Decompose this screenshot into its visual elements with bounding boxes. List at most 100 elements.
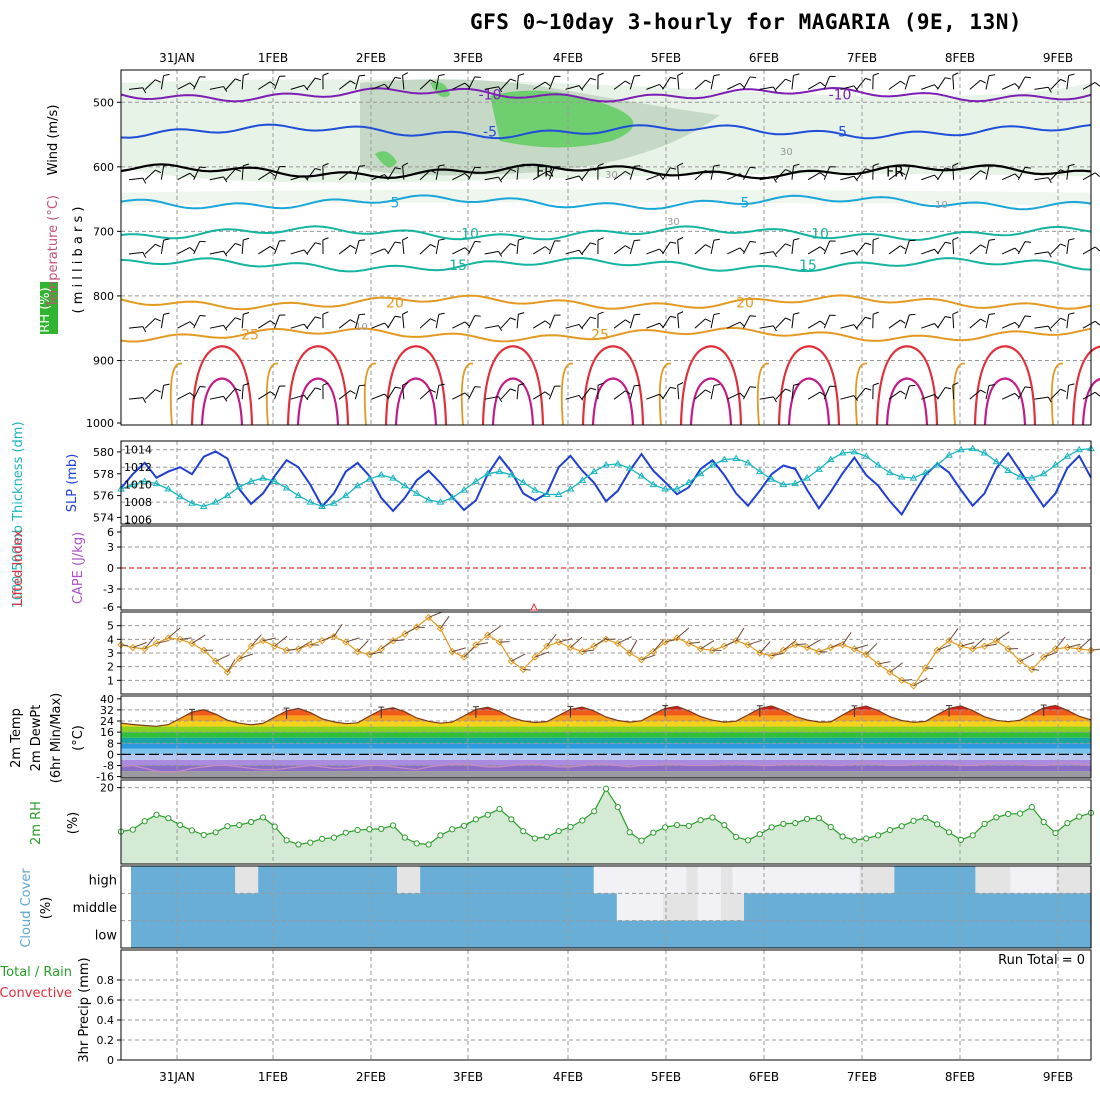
thickness-point [815,465,823,472]
precip-total-label: Total / Rain [0,965,72,980]
wind-speed-point [625,649,634,657]
wind-barb [759,251,774,255]
wind-barb-flag [142,252,147,258]
thickness-line [120,447,1092,508]
wind-barb [160,385,165,400]
cloud-cell [1033,920,1046,949]
cloud-cell [454,866,468,894]
thickness-point [1051,461,1060,468]
wind-barb [613,80,626,90]
isotherm-label: 15 [449,258,467,274]
cloud-cell [986,893,1000,922]
wind-barb [888,80,901,90]
wind-barb [854,644,869,650]
upper-wind-label: Wind (m/s) [46,105,61,176]
wind-barb [629,314,635,329]
thickness-point [755,467,764,475]
temp-contour-35 [296,377,340,426]
wind-barb-flag [189,247,195,252]
cloud-cell [478,920,491,949]
date-label-bottom: 4FEB [553,1070,583,1084]
cloud-cell [755,920,768,949]
wind-speed-point [306,641,314,649]
wind-barb [840,85,855,90]
wind-barb-flag [988,74,996,77]
thickness-point [318,502,326,510]
wind-barb-flag [1024,315,1032,318]
wind-barb [727,321,741,329]
wind-barb [969,244,981,255]
thickness-point [897,473,906,480]
cloud-cell [686,920,699,949]
wind-barb [972,637,985,650]
precip-panel: 0 0.2 0.4 0.6 0.8 [97,949,1092,1067]
wind-barb [290,249,305,255]
rh-point [307,839,314,846]
cloud-cell [836,866,849,894]
cloud-cell [246,866,259,894]
cloud-cell [269,893,282,922]
y-tick-label: 0 [107,562,114,575]
wind-barb [775,317,786,329]
wind-barb [419,389,431,400]
wind-barb [727,247,741,255]
wind-barb [468,386,476,400]
temp-contour-25 [363,362,377,426]
wind-barb-flag [142,177,147,184]
wind-barb-flag [945,316,952,319]
cloud-cell [1079,893,1092,922]
thickness-point [684,478,693,485]
cloud-cell [639,893,653,922]
cloud-cell [165,866,178,894]
wind-barb [1034,177,1049,181]
wind-barb [759,396,774,400]
cloud-cell [478,866,491,894]
wind-barb [534,651,550,658]
cloud-cell [639,866,653,894]
cloud-cell [547,866,560,894]
wind-barb-flag [394,315,402,318]
cloud-cell [836,920,849,949]
wind-barb [840,324,855,329]
wind-barb [532,246,546,255]
wind-speed-point [1028,665,1036,674]
cloud-cell [408,920,421,949]
thickness-point [578,476,587,483]
wind-barb-flag [634,384,641,387]
cloud-cell [605,893,618,922]
cloud-cell [316,920,329,949]
wind-barb-flag [438,312,445,315]
cloud-cell [478,893,491,922]
wind-barb [921,174,935,181]
cloud-cell [1079,866,1092,894]
wind-barb [1066,385,1070,400]
cloud-cell [397,920,410,949]
cloud-cell [917,893,930,922]
thickness-point [956,445,965,453]
wind-barb [387,315,396,329]
cloud-cell [281,920,294,949]
run-total: Run Total = 0 [998,953,1085,968]
wind-barb [652,639,664,652]
wind-barb [1082,82,1096,90]
thickness-point [732,454,741,461]
cloud-cell [292,893,306,922]
cloud-cell [744,893,757,922]
wind-barb [387,386,396,400]
wind-barb-flag [705,244,711,248]
cloud-cell [582,866,595,894]
y-tick-label: 8 [107,737,114,750]
precip-unit-label: 3hr Precip (mm) [77,957,92,1062]
wind-barb [516,314,519,329]
wind-barb [354,75,360,90]
rh-point [520,828,527,835]
wind-barb [487,625,501,636]
wind-barb-flag [1024,166,1032,169]
rh-point [827,823,834,831]
wind-barb-flag [394,386,402,389]
temp-contour-35 [885,377,929,426]
wind-speed-point [578,647,587,656]
wind-barb [193,166,201,180]
wind-barb [452,647,466,653]
wind-barb-flag [189,172,195,178]
